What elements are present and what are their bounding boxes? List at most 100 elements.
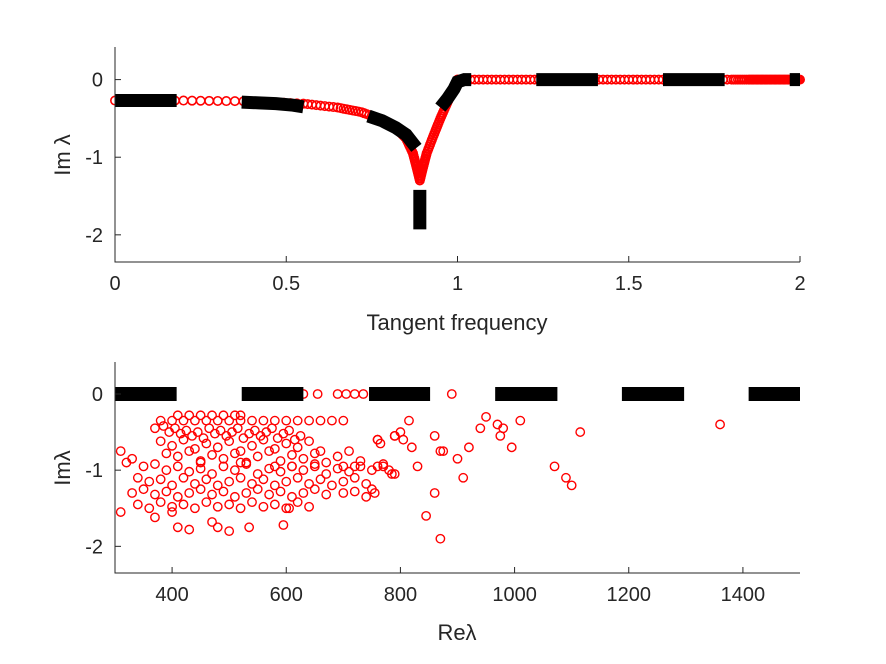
bottom-point xyxy=(475,423,486,434)
bottom-point xyxy=(398,434,409,445)
bottom-point xyxy=(272,433,283,444)
bottom-point xyxy=(201,474,212,485)
bottom-point xyxy=(127,453,138,464)
bottom-point xyxy=(304,415,314,426)
bottom-point xyxy=(315,446,326,457)
bottom-point xyxy=(212,522,223,533)
bottom-point xyxy=(267,423,277,434)
bottom-point xyxy=(172,461,183,472)
bottom-point xyxy=(315,415,326,426)
bottom-point xyxy=(344,466,354,477)
bottom-point xyxy=(372,434,383,445)
bottom-point xyxy=(158,421,169,431)
bottom-y-tick-label: -2 xyxy=(85,536,103,558)
bottom-point xyxy=(295,430,306,441)
bottom-point xyxy=(212,480,223,491)
bottom-point xyxy=(207,450,217,460)
bottom-point xyxy=(258,415,269,426)
bottom-point xyxy=(281,476,292,487)
bottom-point xyxy=(287,450,297,460)
bottom-point xyxy=(458,472,469,483)
bottom-point xyxy=(315,474,326,485)
bottom-point xyxy=(198,433,209,444)
bottom-point xyxy=(332,389,343,399)
bottom-point xyxy=(264,463,275,474)
bottom-point xyxy=(287,491,297,502)
bottom-point xyxy=(178,472,189,483)
bottom-point xyxy=(184,488,195,498)
bottom-point xyxy=(181,425,192,436)
top-x-tick-label: 2 xyxy=(794,273,805,295)
bottom-point xyxy=(349,472,360,483)
bottom-point xyxy=(241,488,252,498)
bottom-point xyxy=(184,410,195,421)
bottom-point xyxy=(389,430,400,441)
chart-bottom: 400 600 800 1000 1200 1400 0 -1 -2 Reλ Imλ xyxy=(50,362,800,645)
bottom-point xyxy=(178,434,189,445)
bottom-x-tick-label: 1400 xyxy=(721,584,766,606)
bottom-point xyxy=(292,442,303,453)
bottom-point xyxy=(252,451,263,462)
bottom-point xyxy=(178,499,189,510)
bottom-point xyxy=(344,446,354,457)
bottom-point xyxy=(341,389,352,399)
bottom-point xyxy=(127,488,138,498)
bottom-point xyxy=(575,427,586,437)
top-x-ticks: 0 0.5 1 1.5 2 xyxy=(109,256,806,295)
bottom-point xyxy=(241,459,252,469)
bottom-point xyxy=(235,410,246,421)
bottom-point xyxy=(292,472,303,483)
bottom-point xyxy=(215,425,226,436)
bottom-point xyxy=(332,451,343,462)
bottom-point xyxy=(190,503,200,514)
bottom-point xyxy=(229,448,240,459)
bottom-point xyxy=(201,497,212,508)
bottom-point xyxy=(446,389,457,399)
top-y-axis-label: Im λ xyxy=(50,134,75,176)
bottom-point xyxy=(229,410,240,421)
bottom-point xyxy=(715,419,725,430)
bottom-point xyxy=(115,446,126,457)
top-point xyxy=(187,95,198,106)
bottom-point xyxy=(338,461,349,472)
bottom-point xyxy=(349,486,360,497)
bottom-y-ticks: 0 -1 -2 xyxy=(85,384,121,558)
bottom-point xyxy=(190,415,200,426)
top-point xyxy=(212,95,223,106)
bottom-point xyxy=(184,524,195,535)
bottom-point xyxy=(258,501,269,512)
bottom-point xyxy=(150,459,160,469)
bottom-point xyxy=(224,476,235,487)
bottom-x-tick-label: 600 xyxy=(270,584,303,606)
top-x-axis-label: Tangent frequency xyxy=(366,310,547,335)
top-dash-segment xyxy=(241,95,305,114)
bottom-point xyxy=(421,510,432,521)
bottom-point xyxy=(378,461,389,472)
bottom-point xyxy=(355,456,366,466)
top-point xyxy=(178,95,189,106)
bottom-axes xyxy=(114,362,800,574)
top-point xyxy=(328,102,339,113)
bottom-point xyxy=(190,443,200,454)
bottom-point xyxy=(304,501,314,512)
bottom-point xyxy=(238,433,249,444)
bottom-point xyxy=(309,448,320,459)
bottom-point xyxy=(275,466,286,477)
bottom-point xyxy=(309,484,320,495)
bottom-point xyxy=(269,480,280,491)
bottom-point xyxy=(278,428,289,439)
bottom-point xyxy=(327,415,337,426)
bottom-point xyxy=(464,442,474,453)
bottom-point xyxy=(338,415,349,426)
bottom-point xyxy=(332,463,343,474)
top-x-tick-label: 0 xyxy=(109,273,120,295)
bottom-point xyxy=(321,457,332,468)
bottom-point xyxy=(218,453,229,464)
bottom-point xyxy=(224,415,235,426)
bottom-point xyxy=(304,478,314,489)
bottom-point xyxy=(404,415,414,426)
bottom-point xyxy=(338,476,349,487)
bottom-x-tick-label: 400 xyxy=(155,584,188,606)
bottom-point xyxy=(235,472,246,483)
bottom-point xyxy=(275,486,286,497)
